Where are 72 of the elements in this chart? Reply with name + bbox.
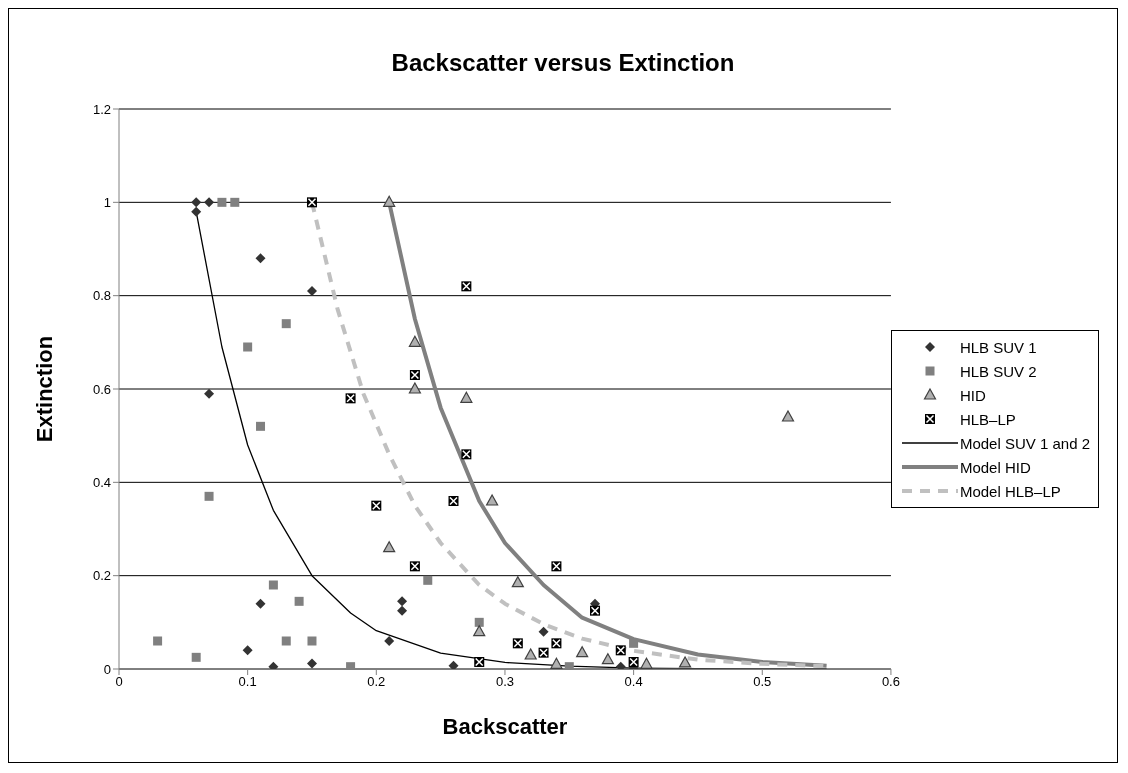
point: [408, 335, 421, 347]
y-tick-label: 0.2: [92, 568, 111, 584]
point: [524, 648, 537, 660]
y-tick-label: 1: [103, 194, 111, 210]
point: [383, 541, 396, 553]
point: [448, 660, 459, 669]
y-tick-label: 0: [103, 661, 111, 677]
point: [281, 636, 291, 646]
point: [615, 661, 626, 669]
point: [204, 388, 215, 399]
legend-label: HLB SUV 1: [959, 338, 1037, 356]
x-tick-label: 0.6: [881, 674, 900, 690]
point: [538, 626, 549, 637]
x-tick-label: 0.1: [238, 674, 257, 690]
point: [781, 410, 795, 422]
legend-label: Model HLB–LP: [959, 482, 1061, 500]
point: [397, 596, 408, 607]
y-tick-label: 1.2: [92, 101, 111, 117]
x-tick-label: 0.3: [495, 674, 514, 690]
point: [473, 625, 486, 637]
point: [255, 598, 266, 609]
x-tick-label: 0.2: [367, 674, 386, 690]
point: [306, 658, 317, 669]
point: [629, 638, 639, 648]
x-tick-label: 0.4: [624, 674, 643, 690]
y-axis-title: Extinction: [31, 335, 57, 443]
point: [217, 197, 227, 207]
y-tick-label: 0.4: [92, 474, 111, 490]
point: [346, 662, 356, 669]
point: [294, 596, 304, 606]
x-axis-title: Backscatter: [442, 714, 568, 739]
point: [307, 636, 317, 646]
point: [268, 580, 278, 590]
legend-label: HID: [959, 386, 986, 404]
point: [601, 653, 614, 665]
point: [230, 197, 240, 207]
point: [153, 636, 163, 646]
point: [306, 286, 317, 296]
point: [204, 197, 215, 208]
legend-label: Model HID: [959, 458, 1031, 476]
point: [511, 576, 524, 588]
point: [486, 494, 499, 506]
point: [460, 391, 473, 403]
point: [281, 319, 291, 329]
point: [423, 575, 433, 585]
point: [474, 617, 484, 627]
point: [204, 491, 214, 501]
y-tick-label: 0.6: [92, 381, 111, 397]
point: [640, 657, 653, 669]
point: [191, 206, 202, 217]
x-tick-label: 0.5: [753, 674, 772, 690]
point: [243, 342, 253, 352]
point: [383, 195, 396, 207]
point: [191, 652, 201, 662]
point: [242, 645, 253, 656]
point: [408, 382, 421, 394]
point: [268, 661, 279, 669]
y-tick-label: 0.8: [92, 288, 111, 304]
point: [397, 605, 408, 616]
point: [564, 662, 574, 669]
point: [550, 657, 563, 669]
x-tick-label: 0: [115, 674, 123, 690]
legend-label: Model SUV 1 and 2: [959, 434, 1090, 452]
point: [384, 636, 395, 646]
point: [576, 646, 589, 658]
point: [191, 197, 202, 208]
point: [678, 656, 692, 668]
point: [256, 421, 266, 431]
point: [255, 253, 266, 264]
legend-label: HLB–LP: [959, 410, 1016, 428]
legend-label: HLB SUV 2: [959, 362, 1037, 380]
chart-title: Backscatter versus Extinction: [390, 49, 736, 78]
